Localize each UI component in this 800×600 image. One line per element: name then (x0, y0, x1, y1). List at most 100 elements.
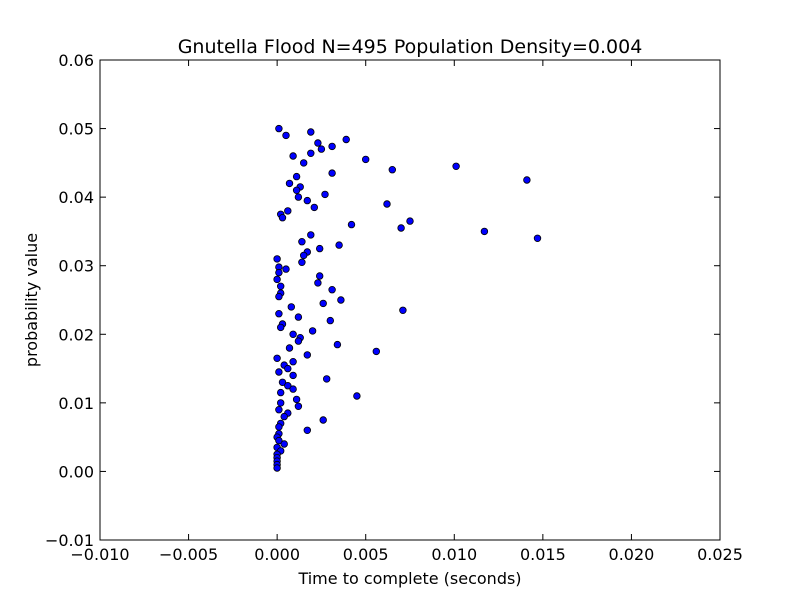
y-tick-label: 0.00 (58, 462, 94, 481)
data-points (273, 124, 542, 472)
data-point (292, 172, 301, 181)
data-point (278, 213, 287, 222)
data-point (275, 124, 283, 133)
x-tick-label: 0.005 (343, 545, 389, 564)
data-point (289, 371, 297, 380)
data-point (372, 347, 380, 356)
data-point (397, 224, 405, 232)
x-axis-label: Time to complete (seconds) (297, 569, 521, 588)
data-point (273, 275, 281, 284)
data-point (282, 265, 290, 273)
data-point (323, 375, 331, 383)
data-point (275, 368, 283, 376)
data-point (289, 330, 297, 338)
data-point (294, 337, 303, 345)
data-point (303, 426, 311, 434)
x-tick-label: 0.015 (520, 545, 566, 564)
data-point (275, 423, 283, 431)
data-point (275, 292, 283, 301)
data-point (277, 399, 285, 407)
data-point (321, 190, 329, 199)
data-point (289, 385, 297, 393)
data-point (333, 340, 342, 349)
data-point (307, 149, 315, 157)
data-point (289, 358, 297, 366)
data-point (300, 159, 308, 167)
data-point (337, 296, 345, 304)
y-tick-label: 0.06 (58, 51, 94, 70)
axis-ticks: −0.010 −0.005 0.000 0.005 0.010 0.015 0.020 0.0… (45, 51, 743, 564)
data-point (300, 251, 308, 260)
data-point (277, 388, 285, 397)
y-tick-label: 0.05 (58, 120, 94, 139)
y-tick-label: 0.01 (58, 394, 94, 413)
data-point (275, 268, 283, 277)
data-point (275, 310, 283, 318)
data-point (294, 313, 303, 321)
data-point (289, 152, 297, 160)
data-point (523, 176, 531, 184)
data-point (275, 436, 283, 445)
y-tick-label: 0.02 (58, 325, 94, 344)
data-point (316, 272, 324, 280)
data-point (335, 241, 343, 249)
data-point (317, 145, 326, 153)
data-point (480, 227, 489, 236)
data-point (319, 299, 327, 308)
data-point (314, 139, 322, 147)
data-point (303, 351, 311, 359)
data-point (308, 327, 317, 335)
x-tick-label: 0.010 (431, 545, 477, 564)
data-point (285, 344, 294, 352)
y-axis-label: probability value (22, 233, 41, 367)
data-point (307, 231, 315, 239)
data-point (284, 364, 292, 373)
x-tick-label: 0.025 (697, 545, 743, 564)
data-point (278, 378, 287, 386)
data-point (284, 207, 292, 215)
data-point (273, 354, 281, 362)
x-tick-label: 0.000 (254, 545, 300, 564)
data-point (298, 258, 306, 266)
data-point (273, 255, 281, 263)
data-point (362, 155, 370, 164)
data-point (277, 323, 285, 332)
y-tick-label: −0.01 (45, 531, 94, 550)
data-point (342, 135, 350, 144)
data-point (284, 382, 292, 390)
y-tick-label: 0.03 (58, 257, 94, 276)
data-point (280, 440, 288, 448)
data-point (388, 165, 396, 174)
data-point (319, 416, 327, 424)
data-point (347, 220, 356, 229)
data-point (273, 464, 281, 472)
x-tick-label: −0.005 (159, 545, 218, 564)
data-point (294, 402, 303, 410)
data-point (533, 234, 542, 242)
data-point (292, 186, 301, 194)
data-point (285, 179, 294, 188)
data-point (328, 142, 336, 151)
x-tick-label: −0.010 (70, 545, 129, 564)
data-point (310, 203, 318, 212)
data-point (314, 279, 322, 287)
data-point (452, 162, 460, 170)
plot-area (100, 60, 720, 540)
chart-title: Gnutella Flood N=495 Population Density=… (178, 36, 643, 58)
data-point (328, 169, 336, 177)
data-point (280, 412, 288, 421)
data-point (275, 406, 283, 414)
data-point (383, 200, 391, 208)
data-point (294, 193, 303, 201)
plot-frame (99, 59, 721, 541)
data-point (307, 128, 315, 136)
data-point (277, 282, 285, 290)
data-point (303, 196, 311, 205)
x-tick-label: 0.020 (609, 545, 655, 564)
y-tick-label: 0.04 (58, 188, 94, 207)
data-point (292, 395, 301, 404)
data-point (328, 286, 336, 294)
data-point (316, 244, 324, 253)
data-point (298, 237, 306, 246)
